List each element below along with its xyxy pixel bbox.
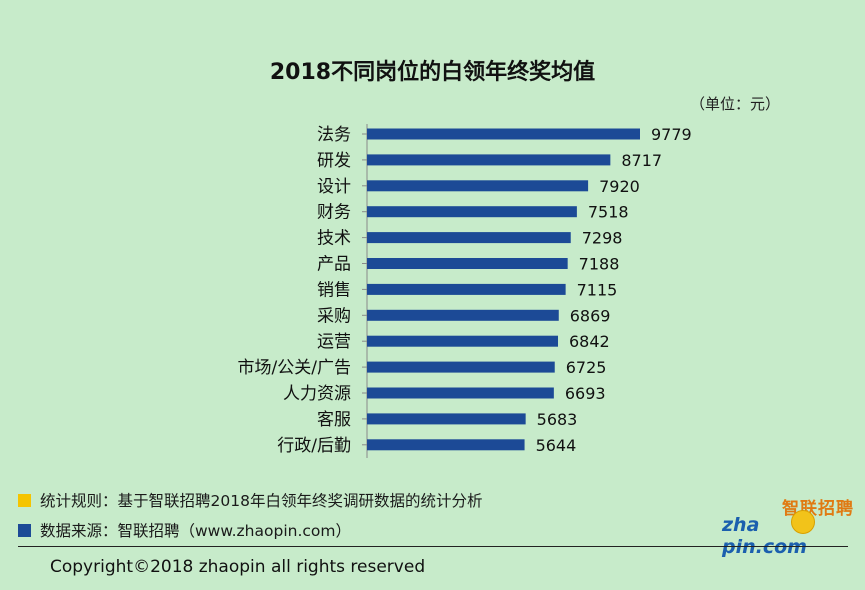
value-label: 8717 — [621, 151, 662, 170]
category-label: 财务 — [317, 203, 351, 223]
bar — [367, 413, 526, 425]
logo-ball-icon — [791, 510, 815, 534]
category-label: 行政/后勤 — [277, 436, 351, 456]
value-label: 7298 — [582, 229, 623, 248]
bar — [367, 232, 571, 244]
legend-source: 数据来源：智联招聘（www.zhaopin.com） — [18, 519, 351, 541]
footer-divider — [18, 546, 848, 547]
bar — [367, 180, 589, 192]
category-label: 人力资源 — [283, 384, 351, 404]
category-label: 市场/公关/广告 — [238, 358, 351, 378]
logo-en-text: zhapin.com — [722, 514, 807, 558]
chart-title: 2018不同岗位的白领年终奖均值 — [269, 60, 596, 85]
bar — [367, 283, 566, 295]
value-label: 7115 — [577, 280, 618, 299]
category-label: 采购 — [317, 306, 351, 326]
value-label: 5644 — [536, 436, 577, 455]
zhaopin-logo: 智联招聘 zhapin.com — [722, 494, 862, 558]
category-label: 法务 — [317, 125, 351, 145]
bar — [367, 206, 577, 218]
category-label: 研发 — [317, 151, 351, 171]
bar — [367, 335, 559, 347]
value-label: 7188 — [579, 255, 620, 274]
bar — [367, 387, 554, 399]
yellow-square-icon — [18, 493, 31, 507]
category-label: 运营 — [317, 332, 351, 352]
category-label: 设计 — [317, 177, 351, 197]
copyright-text: Copyright©2018 zhaopin all rights reserv… — [50, 557, 426, 577]
category-label: 销售 — [317, 280, 351, 300]
category-label: 产品 — [317, 255, 351, 275]
value-label: 6869 — [570, 306, 611, 325]
bar — [367, 154, 611, 166]
category-label: 技术 — [317, 229, 351, 249]
category-label: 客服 — [317, 410, 351, 430]
value-label: 7518 — [588, 203, 629, 222]
bar — [367, 258, 568, 269]
blue-square-icon — [18, 523, 31, 537]
bar — [367, 361, 555, 373]
unit-label: （单位：元） — [690, 95, 781, 113]
bar-chart: 法务 9779 研发 8717 设计 7920 财务 7518 技术 7298 产品 7188 销售 71… — [238, 124, 692, 458]
value-label: 9779 — [651, 125, 692, 144]
legend-source-text: 数据来源：智联招聘（www.zhaopin.com） — [40, 522, 351, 540]
legend-rule-text: 统计规则：基于智联招聘2018年白领年终奖调研数据的统计分析 — [40, 492, 483, 510]
bar — [367, 439, 525, 451]
bar — [367, 309, 559, 321]
value-label: 6693 — [565, 384, 606, 403]
legend-rule: 统计规则：基于智联招聘2018年白领年终奖调研数据的统计分析 — [18, 489, 482, 511]
value-label: 7920 — [599, 177, 640, 196]
bar — [367, 128, 640, 140]
value-label: 5683 — [537, 410, 578, 429]
value-label: 6725 — [566, 358, 607, 377]
value-label: 6842 — [569, 332, 610, 351]
